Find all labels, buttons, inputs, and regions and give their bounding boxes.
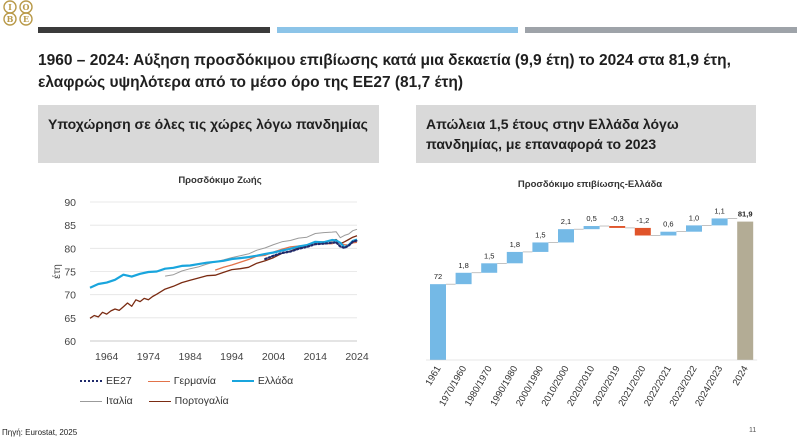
x-tick-label: 1964 — [95, 351, 119, 363]
series-line-3 — [165, 228, 358, 277]
x-tick-label: 2004 — [262, 351, 286, 363]
page-number: 11 — [749, 427, 757, 434]
top-accent-bar-grey — [525, 27, 797, 33]
data-label: 0,5 — [586, 214, 596, 223]
waterfall-bar — [455, 272, 472, 285]
y-tick-label: 65 — [64, 313, 76, 325]
right-panel-heading: Απώλεια 1,5 έτους στην Ελλάδα λόγω πανδη… — [416, 105, 756, 163]
legend-swatch — [80, 400, 102, 402]
logo-letter: Ε — [23, 14, 29, 24]
legend-item-italy: Ιταλία — [80, 395, 133, 407]
data-label: 81,9 — [738, 210, 753, 219]
data-label: 2,1 — [561, 217, 571, 226]
waterfall-bar — [558, 229, 574, 243]
legend-label: ΕΕ27 — [106, 375, 132, 387]
waterfall-bar — [737, 221, 754, 360]
greece-waterfall-chart: 7219611,81970/19601,51980/19701,81990/19… — [424, 206, 758, 408]
legend-swatch — [148, 400, 171, 402]
line-chart-legend: ΕΕ27 Γερμανία Ελλάδα Ιταλία Πορτογαλία — [80, 371, 380, 411]
logo-ring — [19, 12, 33, 26]
series-line-2 — [89, 238, 358, 289]
x-tick-label: 1974 — [137, 351, 161, 363]
y-tick-label: 60 — [64, 336, 76, 348]
line-chart-title: Προσδόκιμο Ζωής — [178, 175, 262, 186]
top-accent-bar-blue — [277, 27, 518, 33]
left-panel-heading: Υποχώρηση σε όλες τις χώρες λόγω πανδημί… — [38, 105, 379, 163]
data-label: -1,2 — [636, 216, 649, 225]
legend-swatch — [231, 380, 254, 382]
category-label: 2024 — [731, 364, 751, 388]
x-tick-label: 2014 — [304, 351, 328, 363]
data-label: 1,8 — [510, 240, 520, 249]
data-label: 0,6 — [663, 220, 673, 229]
data-label: 1,0 — [689, 213, 699, 222]
legend-label: Πορτογαλία — [174, 395, 229, 407]
legend-label: Γερμανία — [173, 375, 216, 387]
slide-headline: 1960 – 2024: Αύξηση προσδόκιμου επιβίωση… — [38, 52, 731, 91]
data-label: 1,1 — [714, 206, 724, 215]
data-label: 1,5 — [484, 251, 494, 260]
waterfall-bar — [481, 263, 498, 273]
legend-swatch — [80, 380, 102, 382]
legend-label: Ιταλία — [106, 395, 133, 407]
waterfall-bar — [711, 218, 728, 226]
institution-logo: Ι Ο Β Ε — [2, 0, 34, 26]
life-expectancy-line-chart: 60 65 70 75 80 85 90 1964 1974 1984 1994 2004 2014 20… — [51, 197, 369, 363]
data-label: -0,3 — [611, 214, 624, 223]
source-note: Πηγή: Eurostat, 2025 — [2, 428, 78, 437]
waterfall-bar — [686, 225, 702, 232]
y-tick-label: 70 — [64, 290, 76, 302]
data-label: 72 — [434, 272, 442, 281]
waterfall-chart-title: Προσδόκιμο επιβίωσης-Ελλάδα — [517, 179, 663, 190]
waterfall-bar — [609, 226, 626, 228]
waterfall-bar — [583, 226, 600, 230]
series-line-0 — [264, 239, 359, 261]
waterfall-bar — [660, 231, 677, 236]
logo-letter: Ι — [8, 2, 12, 12]
x-tick-label: 1994 — [220, 351, 244, 363]
y-tick-label: 85 — [64, 220, 76, 232]
top-accent-bar-dark — [38, 27, 270, 33]
y-axis-label: έτη — [51, 264, 63, 279]
category-label: 1961 — [424, 364, 444, 388]
logo-letter: Β — [7, 14, 14, 24]
data-label: 1,8 — [458, 261, 468, 270]
y-tick-label: 80 — [64, 243, 76, 255]
legend-item-eu27: ΕΕ27 — [80, 375, 132, 387]
logo-rings — [3, 0, 33, 26]
logo-ring — [3, 12, 17, 26]
y-tick-label: 90 — [64, 197, 76, 209]
legend-item-germany: Γερμανία — [147, 375, 216, 387]
x-tick-label: 1984 — [178, 351, 202, 363]
legend-label: Ελλάδα — [257, 375, 294, 387]
waterfall-bar — [532, 242, 549, 252]
x-tick-label: 2024 — [345, 351, 369, 363]
waterfall-bar — [430, 284, 446, 360]
data-label: 1,5 — [535, 230, 545, 239]
logo-letter: Ο — [23, 2, 30, 12]
legend-item-greece: Ελλάδα — [231, 375, 294, 387]
waterfall-bar — [506, 251, 523, 264]
legend-swatch — [147, 380, 170, 382]
waterfall-bar — [634, 227, 651, 236]
y-tick-label: 75 — [64, 267, 76, 279]
legend-item-portugal: Πορτογαλία — [148, 395, 229, 407]
